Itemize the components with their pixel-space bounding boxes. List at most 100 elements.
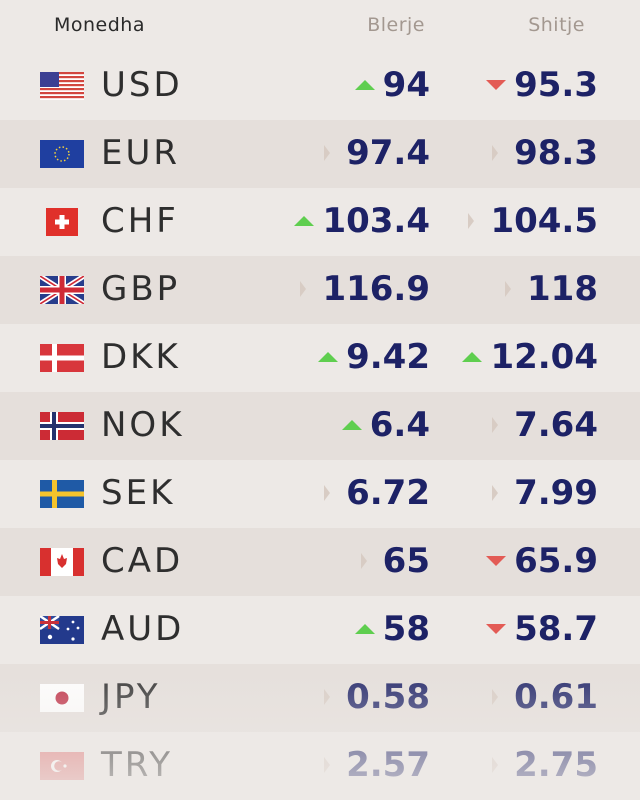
ch-flag-icon — [46, 208, 78, 236]
trend-neutral-icon — [492, 485, 499, 501]
buy-value: 0.58 — [346, 677, 430, 717]
trend-up-icon — [462, 352, 483, 362]
ca-flag-icon — [40, 548, 84, 576]
buy-value: 9.42 — [346, 337, 430, 377]
currency-code: CHF — [101, 201, 179, 241]
gb-flag-icon — [40, 276, 84, 304]
trend-neutral-icon — [360, 553, 367, 569]
currency-code: TRY — [101, 745, 173, 785]
rate-row-gbp[interactable]: GBP 116.9 118 — [0, 256, 640, 324]
buy-rate: 6.4 — [341, 405, 430, 445]
rate-row-aud[interactable]: AUD 58 58.7 — [0, 596, 640, 664]
sell-rate: 0.61 — [492, 677, 598, 717]
rate-row-dkk[interactable]: DKK 9.42 12.04 — [0, 324, 640, 392]
currency-code: AUD — [101, 609, 185, 649]
buy-rate: 94 — [354, 65, 430, 105]
buy-rate: 97.4 — [324, 133, 430, 173]
trend-up-icon — [354, 624, 375, 634]
sell-value: 12.04 — [490, 337, 598, 377]
trend-neutral-icon — [505, 281, 512, 297]
buy-value: 6.4 — [369, 405, 430, 445]
sell-rate: 65.9 — [486, 541, 598, 581]
tr-flag-icon — [40, 752, 84, 780]
trend-up-icon — [341, 420, 362, 430]
buy-rate: 2.57 — [324, 745, 430, 785]
buy-rate: 58 — [354, 609, 430, 649]
buy-value: 58 — [382, 609, 430, 649]
currency-code: SEK — [101, 473, 176, 513]
sell-value: 95.3 — [514, 65, 598, 105]
trend-neutral-icon — [324, 485, 331, 501]
sell-rate: 98.3 — [492, 133, 598, 173]
currency-code: NOK — [101, 405, 185, 445]
currency-code: GBP — [101, 269, 181, 309]
trend-neutral-icon — [468, 213, 475, 229]
currency-code: DKK — [101, 337, 181, 377]
trend-neutral-icon — [492, 757, 499, 773]
trend-neutral-icon — [492, 689, 499, 705]
buy-value: 2.57 — [346, 745, 430, 785]
rate-row-jpy[interactable]: JPY 0.58 0.61 — [0, 664, 640, 732]
currency-column-header: Monedha — [54, 14, 145, 36]
sell-rate: 104.5 — [468, 201, 598, 241]
buy-column-header: Blerje — [367, 14, 425, 36]
dk-flag-icon — [40, 344, 84, 372]
trend-neutral-icon — [492, 417, 499, 433]
sell-value: 104.5 — [490, 201, 598, 241]
trend-neutral-icon — [492, 145, 499, 161]
buy-value: 116.9 — [322, 269, 430, 309]
sell-rate: 12.04 — [462, 337, 598, 377]
currency-code: CAD — [101, 541, 184, 581]
currency-code: JPY — [101, 677, 161, 717]
rate-row-cad[interactable]: CAD 65 65.9 — [0, 528, 640, 596]
no-flag-icon — [40, 412, 84, 440]
trend-neutral-icon — [324, 757, 331, 773]
sell-value: 7.99 — [514, 473, 598, 513]
sell-rate: 2.75 — [492, 745, 598, 785]
eu-flag-icon — [40, 140, 84, 168]
sell-value: 2.75 — [514, 745, 598, 785]
trend-up-icon — [294, 216, 315, 226]
rate-row-sek[interactable]: SEK 6.72 7.99 — [0, 460, 640, 528]
table-header: Monedha Blerje Shitje — [0, 0, 640, 52]
buy-rate: 9.42 — [318, 337, 430, 377]
trend-neutral-icon — [300, 281, 307, 297]
buy-value: 103.4 — [322, 201, 430, 241]
buy-rate: 65 — [360, 541, 430, 581]
jp-flag-icon — [40, 684, 84, 712]
rates-list: USD 94 95.3 EUR 97.4 98.3 CHF 103.4 104.… — [0, 52, 640, 800]
buy-value: 65 — [382, 541, 430, 581]
buy-value: 6.72 — [346, 473, 430, 513]
trend-up-icon — [318, 352, 339, 362]
currency-code: EUR — [101, 133, 180, 173]
rate-row-eur[interactable]: EUR 97.4 98.3 — [0, 120, 640, 188]
us-flag-icon — [40, 72, 84, 100]
sell-value: 7.64 — [514, 405, 598, 445]
rate-row-usd[interactable]: USD 94 95.3 — [0, 52, 640, 120]
sell-column-header: Shitje — [528, 14, 585, 36]
sell-value: 58.7 — [514, 609, 598, 649]
buy-rate: 0.58 — [324, 677, 430, 717]
trend-down-icon — [486, 556, 507, 566]
trend-neutral-icon — [324, 689, 331, 705]
sell-value: 118 — [527, 269, 598, 309]
buy-value: 94 — [382, 65, 430, 105]
se-flag-icon — [40, 480, 84, 508]
buy-rate: 103.4 — [294, 201, 430, 241]
sell-rate: 7.99 — [492, 473, 598, 513]
sell-value: 65.9 — [514, 541, 598, 581]
sell-rate: 118 — [505, 269, 598, 309]
trend-down-icon — [486, 624, 507, 634]
buy-rate: 6.72 — [324, 473, 430, 513]
trend-neutral-icon — [324, 145, 331, 161]
sell-value: 98.3 — [514, 133, 598, 173]
rate-row-try[interactable]: TRY 2.57 2.75 — [0, 732, 640, 800]
trend-up-icon — [354, 80, 375, 90]
sell-rate: 58.7 — [486, 609, 598, 649]
buy-rate: 116.9 — [300, 269, 430, 309]
rate-row-nok[interactable]: NOK 6.4 7.64 — [0, 392, 640, 460]
sell-rate: 95.3 — [486, 65, 598, 105]
currency-code: USD — [101, 65, 183, 105]
sell-value: 0.61 — [514, 677, 598, 717]
rate-row-chf[interactable]: CHF 103.4 104.5 — [0, 188, 640, 256]
